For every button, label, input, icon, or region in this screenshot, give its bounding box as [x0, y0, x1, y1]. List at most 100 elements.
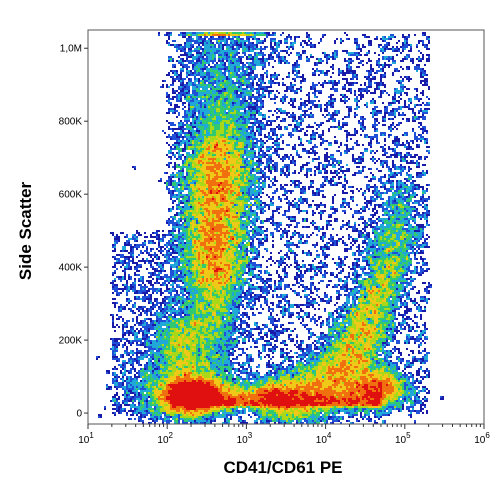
event-dot [378, 46, 380, 48]
event-dot [366, 90, 368, 92]
event-dot [214, 132, 216, 134]
event-dot [168, 44, 170, 46]
event-dot [188, 146, 190, 148]
event-dot [410, 100, 412, 102]
event-dot [242, 154, 244, 156]
event-dot [236, 122, 238, 124]
event-dot [302, 40, 304, 42]
event-dot [208, 112, 210, 114]
event-dot [254, 108, 256, 110]
event-dot [178, 76, 180, 78]
event-dot [250, 58, 252, 60]
event-dot [182, 50, 184, 52]
event-dot [386, 166, 388, 168]
event-dot [270, 44, 272, 46]
event-dot [246, 134, 248, 136]
event-dot [324, 80, 326, 82]
event-dot [392, 102, 394, 104]
event-dot [244, 154, 246, 156]
event-dot [242, 46, 244, 48]
event-dot [186, 40, 188, 42]
event-dot [180, 168, 182, 170]
event-dot [204, 62, 206, 64]
event-dot [206, 130, 208, 132]
event-dot [206, 102, 208, 104]
event-dot [222, 132, 224, 134]
event-dot [346, 72, 348, 74]
event-dot [256, 168, 258, 170]
event-dot [408, 146, 410, 148]
event-dot [198, 132, 200, 134]
event-dot [166, 40, 168, 42]
event-dot [216, 152, 218, 154]
event-dot [200, 76, 202, 78]
event-dot [262, 56, 264, 58]
event-dot [356, 82, 358, 84]
event-dot [356, 106, 358, 108]
event-dot [318, 124, 320, 126]
event-dot [300, 120, 302, 122]
event-dot [374, 114, 376, 116]
event-dot [266, 150, 268, 152]
event-dot [426, 96, 428, 98]
event-dot [210, 68, 212, 70]
event-dot [344, 78, 346, 80]
event-dot [374, 92, 376, 94]
event-dot [272, 82, 274, 84]
event-dot [212, 118, 214, 120]
event-dot [312, 126, 314, 128]
event-dot [198, 34, 200, 36]
event-dot [206, 142, 208, 144]
event-dot [228, 112, 230, 114]
event-dot [224, 92, 226, 94]
event-dot [246, 154, 248, 156]
event-dot [194, 106, 196, 108]
event-dot [226, 156, 228, 158]
event-dot [294, 162, 296, 164]
event-dot [216, 106, 218, 108]
event-dot [292, 134, 294, 136]
event-dot [254, 152, 256, 154]
event-dot [338, 72, 340, 74]
event-dot [252, 76, 254, 78]
event-dot [286, 154, 288, 156]
event-dot [426, 102, 428, 104]
event-dot [200, 92, 202, 94]
event-dot [236, 44, 238, 46]
event-dot [388, 60, 390, 62]
event-dot [378, 58, 380, 60]
event-dot [224, 106, 226, 108]
event-dot [382, 148, 384, 150]
event-dot [406, 134, 408, 136]
event-dot [340, 38, 342, 40]
event-dot [256, 54, 258, 56]
event-dot [218, 90, 220, 92]
event-dot [208, 68, 210, 70]
event-dot [300, 118, 302, 120]
event-dot [216, 158, 218, 160]
event-dot [288, 116, 290, 118]
event-dot [258, 60, 260, 62]
event-dot [236, 68, 238, 70]
event-dot [288, 46, 290, 48]
event-dot [248, 142, 250, 144]
event-dot [358, 160, 360, 162]
event-dot [390, 58, 392, 60]
event-dot [192, 56, 194, 58]
event-dot [182, 54, 184, 56]
event-dot [184, 116, 186, 118]
event-dot [334, 164, 336, 166]
event-dot [328, 54, 330, 56]
event-dot [250, 88, 252, 90]
event-dot [410, 102, 412, 104]
event-dot [168, 122, 170, 124]
event-dot [204, 34, 206, 36]
event-dot [190, 168, 192, 170]
event-dot [286, 86, 288, 88]
event-dot [362, 130, 364, 132]
event-dot [414, 134, 416, 136]
event-dot [428, 150, 430, 152]
event-dot [208, 144, 210, 146]
event-dot [410, 78, 412, 80]
event-dot [186, 146, 188, 148]
